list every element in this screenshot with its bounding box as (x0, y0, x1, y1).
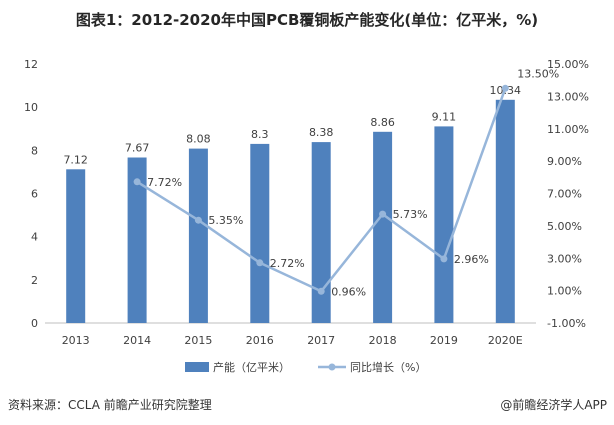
capacity-bar-label-2013: 7.12 (63, 153, 88, 166)
y-right-tick-label: 7.00% (547, 188, 582, 201)
legend-label-capacity: 产能（亿平米） (213, 361, 290, 374)
x-tick-label-2019: 2019 (430, 334, 458, 347)
legend-swatch-line (318, 363, 346, 371)
x-tick-label-2016: 2016 (246, 334, 274, 347)
growth-label-2020E: 13.50% (517, 67, 559, 80)
capacity-bar-label-2016: 8.3 (251, 128, 269, 141)
capacity-bar-2019 (434, 126, 454, 324)
x-tick-label-2020E: 2020E (488, 334, 523, 347)
chart-title: 图表1：2012-2020年中国PCB覆铜板产能变化(单位：亿平米，%) (75, 11, 539, 29)
growth-label-2019: 2.96% (454, 253, 489, 266)
y-left-tick-label: 0 (31, 317, 38, 330)
capacity-bar-label-2014: 7.67 (125, 142, 150, 155)
growth-point-2018 (379, 210, 387, 218)
y-left-tick-label: 12 (24, 58, 38, 71)
growth-point-2014 (133, 178, 141, 186)
y-left-tick-label: 6 (31, 188, 38, 201)
x-axis: 2013 2014 2015 2016 2017 2018 2019 2020E (45, 322, 536, 347)
y-right-tick-label: 5.00% (547, 220, 582, 233)
y-axis-right: -1.00% 1.00% 3.00% 5.00% 7.00% 9.00% 11.00% 13.… (547, 58, 589, 330)
capacity-bar-2015 (188, 148, 208, 323)
y-left-tick-label: 4 (31, 231, 38, 244)
capacity-bars (66, 99, 515, 324)
x-tick-label-2013: 2013 (62, 334, 90, 347)
x-tick-label-2014: 2014 (123, 334, 151, 347)
y-left-tick-label: 10 (24, 101, 38, 114)
x-tick-label-2018: 2018 (369, 334, 397, 347)
growth-point-2020E (501, 84, 509, 92)
growth-point-2019 (440, 255, 448, 263)
legend-label-growth: 同比增长（%） (350, 361, 427, 374)
capacity-bar-2020E (495, 99, 515, 323)
y-axis-left: 0 2 4 6 8 10 12 (24, 58, 38, 330)
y-right-tick-label: 9.00% (547, 155, 582, 168)
growth-label-2018: 5.73% (393, 208, 428, 221)
y-right-tick-label: 1.00% (547, 285, 582, 298)
y-right-tick-label: -1.00% (547, 317, 586, 330)
x-tick-label-2017: 2017 (307, 334, 335, 347)
source-note: 资料来源：CCLA 前瞻产业研究院整理 (8, 398, 212, 412)
capacity-bar-label-2015: 8.08 (186, 133, 211, 146)
credit-note: @前瞻经济学人APP (500, 398, 607, 412)
capacity-bar-label-2019: 9.11 (432, 110, 457, 123)
growth-point-2017 (317, 287, 325, 295)
legend-swatch-bar (185, 362, 209, 372)
capacity-bar-2018 (373, 131, 393, 323)
growth-point-2016 (256, 259, 264, 267)
y-right-tick-label: 15.00% (547, 58, 589, 71)
growth-label-2017: 0.96% (331, 285, 366, 298)
growth-labels: 7.72% 5.35% 2.72% 0.96% 5.73% 2.96% 13.50% (147, 67, 559, 298)
growth-point-2015 (194, 216, 202, 224)
legend-item-capacity: 产能（亿平米） (185, 359, 290, 375)
growth-label-2016: 2.72% (270, 257, 305, 270)
y-left-tick-label: 2 (31, 274, 38, 287)
legend-item-growth: 同比增长（%） (318, 359, 426, 375)
capacity-bar-2014 (127, 157, 147, 323)
y-left-tick-label: 8 (31, 144, 38, 157)
capacity-bar-2013 (66, 169, 86, 323)
capacity-bar-2016 (250, 143, 270, 323)
legend-line-marker (328, 363, 336, 371)
y-right-tick-label: 11.00% (547, 123, 589, 136)
growth-label-2014: 7.72% (147, 176, 182, 189)
growth-label-2015: 5.35% (208, 214, 243, 227)
legend: 产能（亿平米） 同比增长（%） (0, 359, 614, 375)
capacity-bar-label-2017: 8.38 (309, 126, 334, 139)
capacity-bar-2017 (311, 142, 331, 323)
y-right-tick-label: 3.00% (547, 252, 582, 265)
y-right-tick-label: 13.00% (547, 90, 589, 103)
growth-line-series (133, 84, 509, 295)
x-tick-label-2015: 2015 (184, 334, 212, 347)
capacity-bar-label-2018: 8.86 (370, 116, 395, 129)
